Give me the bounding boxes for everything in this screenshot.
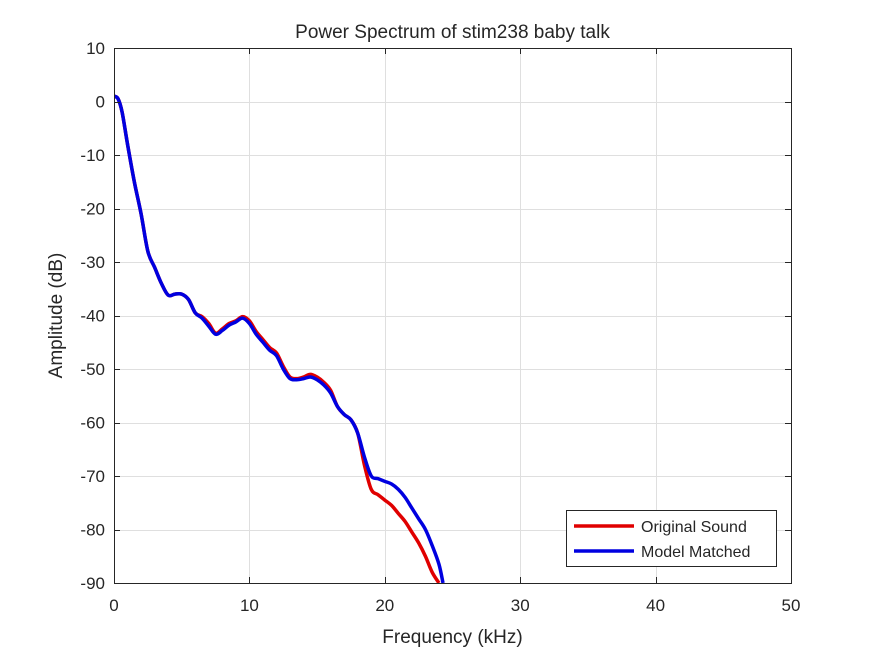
y-tick-label: 10 (86, 39, 105, 58)
y-tick-label: -80 (80, 521, 105, 540)
legend-box (566, 510, 777, 567)
y-tick-label: -60 (80, 414, 105, 433)
chart-title: Power Spectrum of stim238 baby talk (295, 22, 610, 43)
x-axis-title: Frequency (kHz) (382, 627, 522, 648)
y-tick-label: -30 (80, 253, 105, 272)
y-tick-label: -90 (80, 574, 105, 593)
y-axis-title: Amplitude (dB) (46, 253, 67, 379)
y-tick-label: -50 (80, 360, 105, 379)
legend-original-sound-label: Original Sound (641, 519, 747, 536)
x-tick-label: 0 (109, 596, 118, 615)
x-tick-label: 40 (646, 596, 665, 615)
grid-lines (114, 48, 792, 584)
series-layer (114, 94, 445, 583)
series-line-model-matched (114, 94, 445, 583)
x-tick-label: 20 (375, 596, 394, 615)
y-tick-label: -40 (80, 307, 105, 326)
y-tick-label: -20 (80, 200, 105, 219)
y-tick-label: -10 (80, 146, 105, 165)
y-tick-label: -70 (80, 467, 105, 486)
x-tick-label: 30 (511, 596, 530, 615)
legend-model-matched-label: Model Matched (641, 544, 750, 561)
plot-area (114, 48, 791, 583)
x-tick-label: 50 (782, 596, 801, 615)
axis-ticks: 0 10 20 30 40 50 10 0 -10 -20 -30 -40 -50 -60 -70 -80 -9… (80, 39, 800, 615)
y-tick-label: 0 (96, 93, 105, 112)
legend: Original Sound Model Matched (566, 510, 777, 567)
x-tick-label: 10 (240, 596, 259, 615)
